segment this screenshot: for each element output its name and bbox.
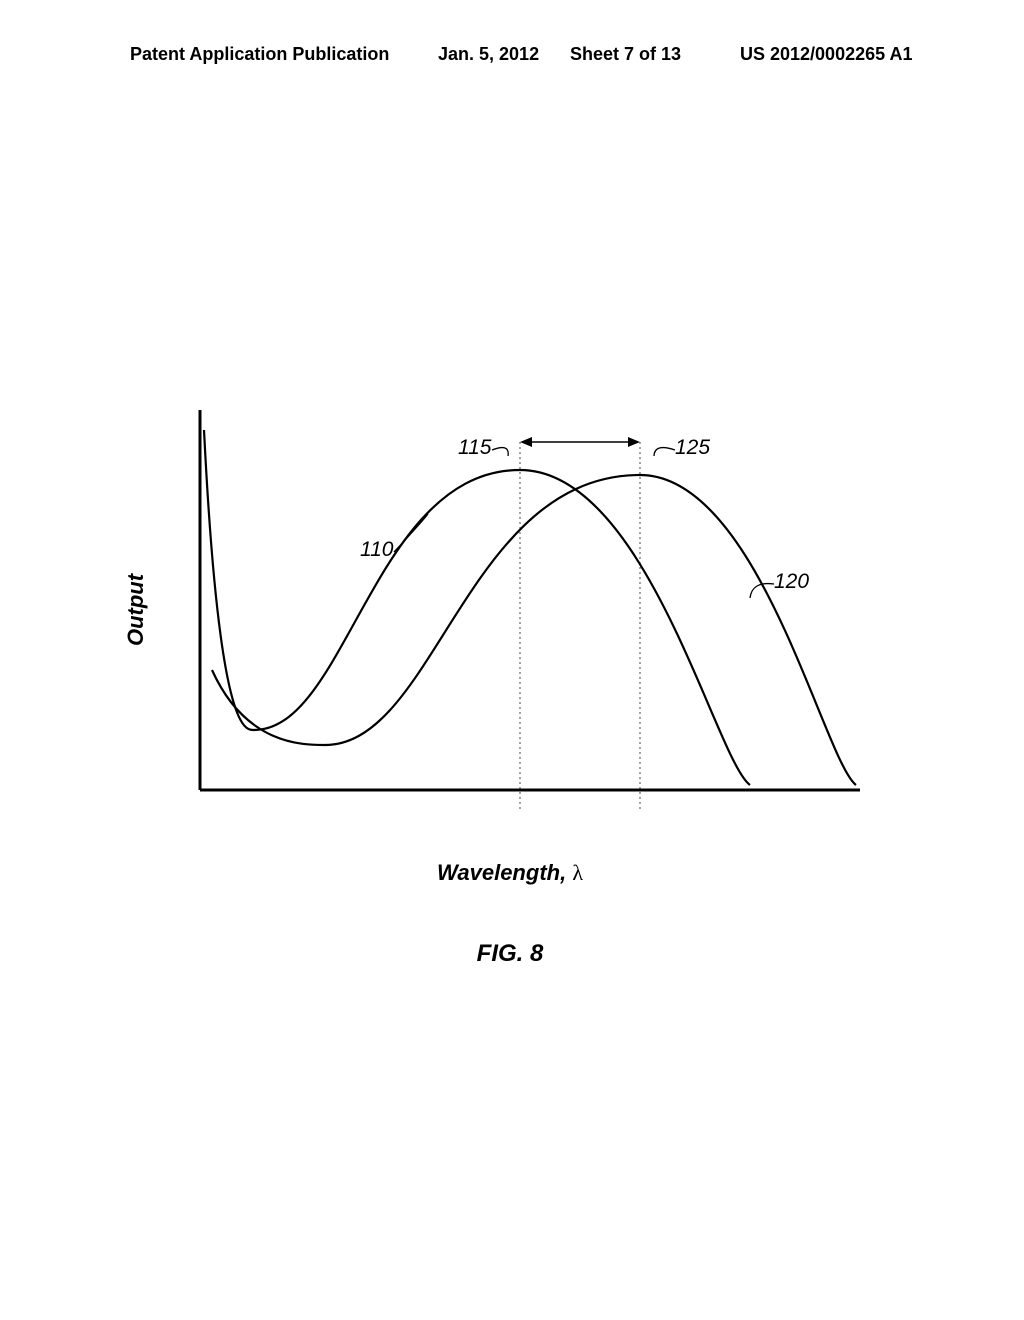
arrowhead-left-icon — [520, 437, 532, 447]
figure-8: Output 110 115 125 120 — [160, 400, 860, 820]
lead-125 — [654, 448, 675, 456]
lead-110 — [394, 514, 428, 552]
header-date: Jan. 5, 2012 — [438, 44, 539, 65]
lead-115 — [492, 448, 508, 456]
header-publication: Patent Application Publication — [130, 44, 389, 65]
page-header: Patent Application Publication Jan. 5, 2… — [0, 44, 1024, 74]
curve-110 — [204, 430, 750, 785]
figure-caption: FIG. 8 — [160, 940, 860, 968]
arrowhead-right-icon — [628, 437, 640, 447]
x-axis-label: Wavelength, λ — [160, 860, 860, 886]
page: Patent Application Publication Jan. 5, 2… — [0, 0, 1024, 1320]
curve-120 — [212, 475, 856, 785]
x-axis-label-text: Wavelength, — [437, 860, 572, 885]
label-125: 125 — [675, 436, 710, 460]
label-115: 115 — [458, 436, 491, 460]
label-120: 120 — [774, 570, 809, 594]
y-axis-label: Output — [123, 574, 149, 646]
label-110: 110 — [360, 538, 393, 562]
chart-svg — [160, 400, 860, 820]
lambda-symbol: λ — [572, 860, 583, 885]
header-sheet: Sheet 7 of 13 — [570, 44, 681, 65]
header-pubno: US 2012/0002265 A1 — [740, 44, 912, 65]
